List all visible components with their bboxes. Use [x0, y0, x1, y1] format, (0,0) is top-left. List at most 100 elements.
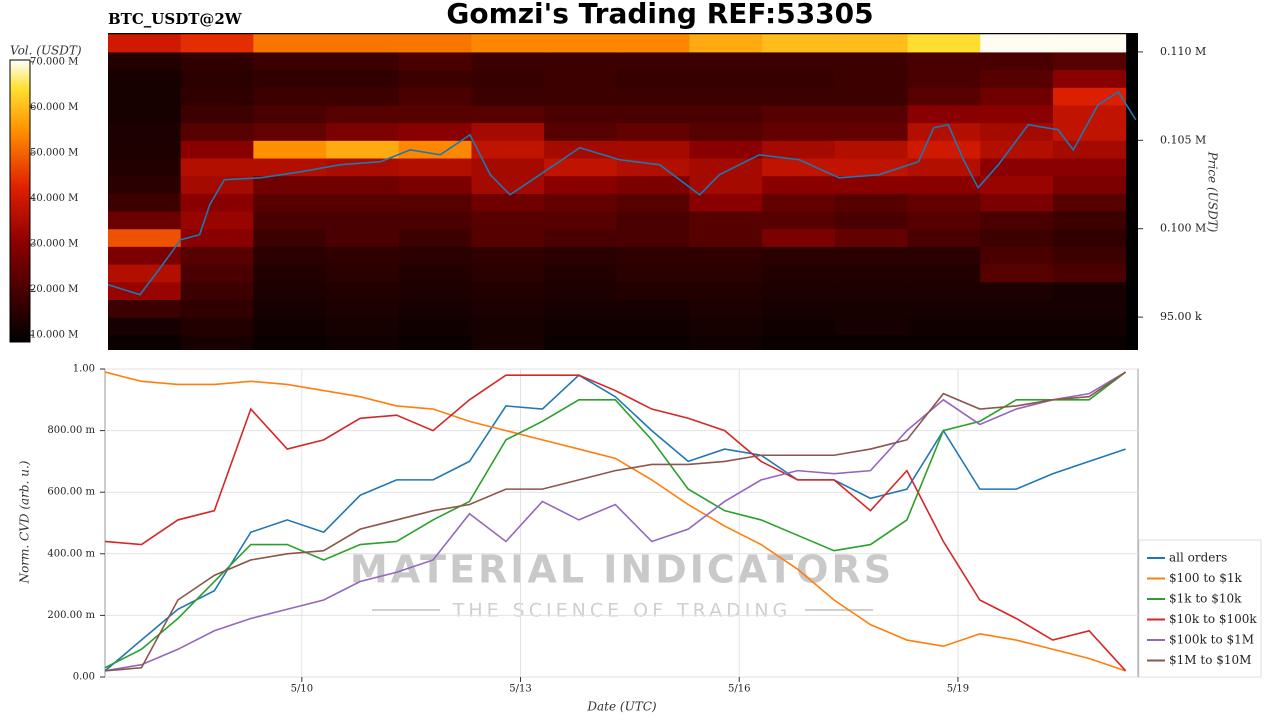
- price-line: [108, 90, 1137, 296]
- heatmap-cell: [471, 175, 545, 194]
- heatmap-cell: [834, 211, 909, 230]
- heatmap-cell: [689, 122, 763, 141]
- heatmap-cell: [180, 246, 254, 265]
- heatmap-cell: [907, 122, 981, 141]
- heatmap-cell: [180, 140, 254, 159]
- heatmap-cell: [834, 140, 909, 159]
- heatmap-cell: [180, 334, 254, 350]
- heatmap-cell: [108, 34, 182, 53]
- heatmap-cell: [616, 246, 691, 265]
- heatmap-cell: [616, 193, 691, 212]
- y-tick-label: 200.00 m: [47, 610, 95, 621]
- heatmap-cell: [326, 51, 400, 71]
- heatmap-cell: [253, 193, 327, 212]
- heatmap-cell: [108, 122, 182, 141]
- heatmap-cell: [980, 193, 1054, 212]
- heatmap-cell: [980, 140, 1054, 159]
- heatmap-cell: [544, 317, 618, 336]
- heatmap-cell: [834, 299, 909, 318]
- heatmap-cell: [398, 69, 472, 88]
- heatmap-cell: [471, 317, 545, 336]
- series-line: [104, 371, 1127, 672]
- heatmap-cell: [834, 51, 909, 71]
- heatmap-cell: [907, 34, 981, 53]
- heatmap-cell: [616, 264, 691, 283]
- heatmap-cell: [1052, 299, 1127, 318]
- heatmap-cell: [980, 69, 1054, 88]
- y-tick-label: 400.00 m: [47, 548, 95, 559]
- heatmap-cell: [471, 104, 545, 124]
- heatmap-cell: [834, 264, 909, 283]
- heatmap-cell: [689, 264, 763, 283]
- heatmap-cell: [398, 157, 472, 177]
- heatmap-cell: [471, 122, 545, 141]
- heatmap-cell: [762, 87, 836, 106]
- heatmap-cell: [326, 157, 400, 177]
- heatmap-cell: [326, 104, 400, 124]
- heatmap-cell: [907, 334, 981, 350]
- heatmap-cell: [1052, 34, 1127, 53]
- heatmap-cell: [762, 104, 836, 124]
- heatmap-cell: [689, 228, 763, 247]
- y-tick-label: 600.00 m: [47, 487, 95, 498]
- heatmap-cell: [398, 211, 472, 230]
- heatmap-cell: [834, 281, 909, 300]
- heatmap-cell: [1052, 317, 1127, 336]
- heatmap-cell: [253, 246, 327, 265]
- colorbar-tick-label: 20.000 M: [30, 284, 78, 295]
- heatmap-cell: [108, 334, 182, 350]
- heatmap-cell: [834, 69, 909, 88]
- heatmap-cell: [108, 104, 182, 124]
- heatmap-cell: [980, 51, 1054, 71]
- heatmap-cell: [834, 228, 909, 247]
- heatmap-cell: [398, 264, 472, 283]
- y-tick-label: 800.00 m: [47, 425, 95, 436]
- heatmap-cell: [907, 51, 981, 71]
- x-tick-label: 5/13: [509, 684, 531, 695]
- heatmap-cell: [326, 299, 400, 318]
- heatmap-cell: [616, 104, 691, 124]
- heatmap-cell: [180, 281, 254, 300]
- heatmap-cell: [762, 281, 836, 300]
- heatmap-cell: [1052, 51, 1127, 71]
- heatmap-cell: [398, 104, 472, 124]
- heatmap-cell: [616, 228, 691, 247]
- heatmap-cell: [689, 34, 763, 53]
- x-axis-label: Date (UTC): [586, 700, 656, 714]
- heatmap-cell: [326, 334, 400, 350]
- watermark: THE SCIENCE OF TRADING: [452, 600, 792, 622]
- heatmap-cell: [326, 175, 400, 194]
- heatmap-cell: [108, 264, 182, 283]
- heatmap-cell: [689, 193, 763, 212]
- heatmap-cell: [398, 122, 472, 141]
- heatmap-cell: [398, 87, 472, 106]
- heatmap-cell: [762, 264, 836, 283]
- heatmap-cell: [180, 122, 254, 141]
- heatmap-cell: [762, 211, 836, 230]
- heatmap-cell: [762, 140, 836, 159]
- heatmap-cell: [544, 299, 618, 318]
- heatmap-cell: [471, 34, 545, 53]
- heatmap-cell: [544, 104, 618, 124]
- heatmap-cell: [253, 157, 327, 177]
- heatmap-cell: [980, 264, 1054, 283]
- heatmap-cell: [471, 211, 545, 230]
- heatmap-cell: [108, 281, 182, 300]
- heatmap-cell: [108, 69, 182, 88]
- heatmap-cell: [398, 228, 472, 247]
- y-tick-label: 1.00: [73, 364, 95, 375]
- colorbar-tick-label: 10.000 M: [30, 330, 78, 341]
- heatmap-cell: [544, 34, 618, 53]
- heatmap-cell: [689, 175, 763, 194]
- heatmap-cell: [180, 175, 254, 194]
- heatmap-cell: [907, 246, 981, 265]
- heatmap-cell: [980, 246, 1054, 265]
- heatmap-cell: [762, 228, 836, 247]
- heatmap-cell: [544, 193, 618, 212]
- heatmap-cell: [980, 122, 1054, 141]
- y2-tick-label: 0.105 M: [1160, 133, 1206, 146]
- heatmap-cell: [326, 193, 400, 212]
- y-axis-label: Norm. CVD (arb. u.): [18, 460, 32, 584]
- x-tick-label: 5/16: [728, 684, 750, 695]
- heatmap-cell: [907, 157, 981, 177]
